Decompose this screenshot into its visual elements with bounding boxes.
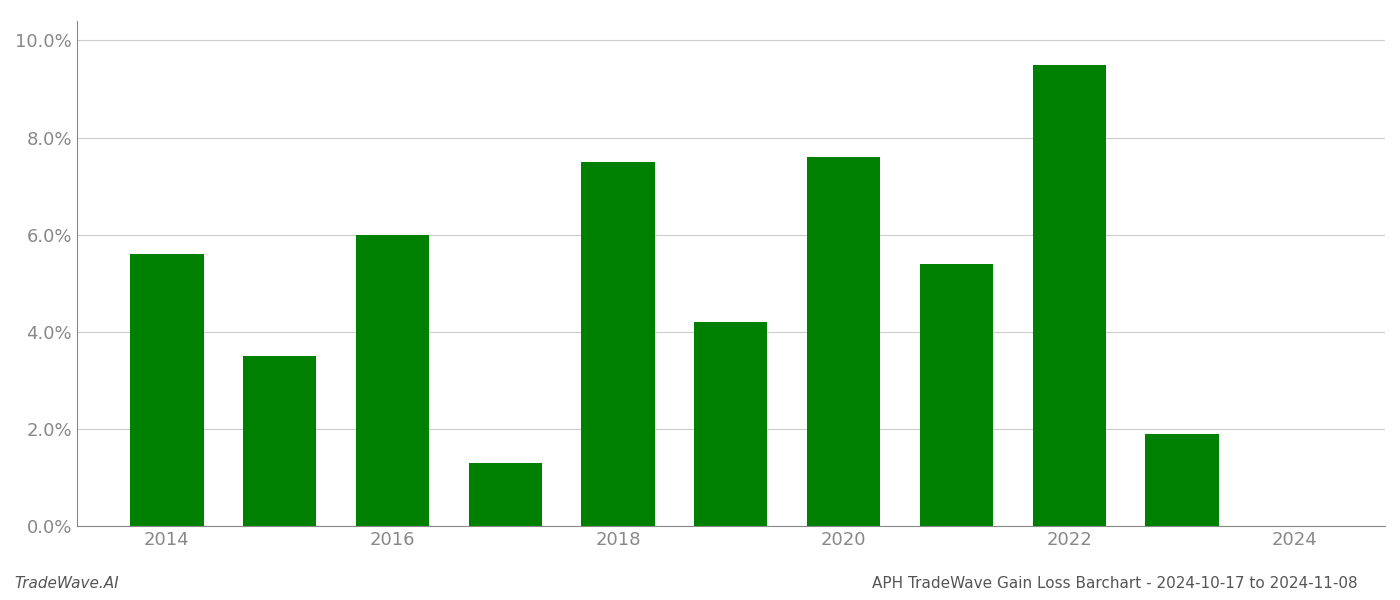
Bar — [581, 162, 655, 526]
Bar — [356, 235, 428, 526]
Bar — [806, 157, 881, 526]
Bar — [130, 254, 203, 526]
Bar — [920, 264, 993, 526]
Bar — [1033, 65, 1106, 526]
Text: APH TradeWave Gain Loss Barchart - 2024-10-17 to 2024-11-08: APH TradeWave Gain Loss Barchart - 2024-… — [872, 576, 1358, 591]
Bar — [694, 322, 767, 526]
Bar — [244, 356, 316, 526]
Bar — [1145, 434, 1218, 526]
Text: TradeWave.AI: TradeWave.AI — [14, 576, 119, 591]
Bar — [469, 463, 542, 526]
